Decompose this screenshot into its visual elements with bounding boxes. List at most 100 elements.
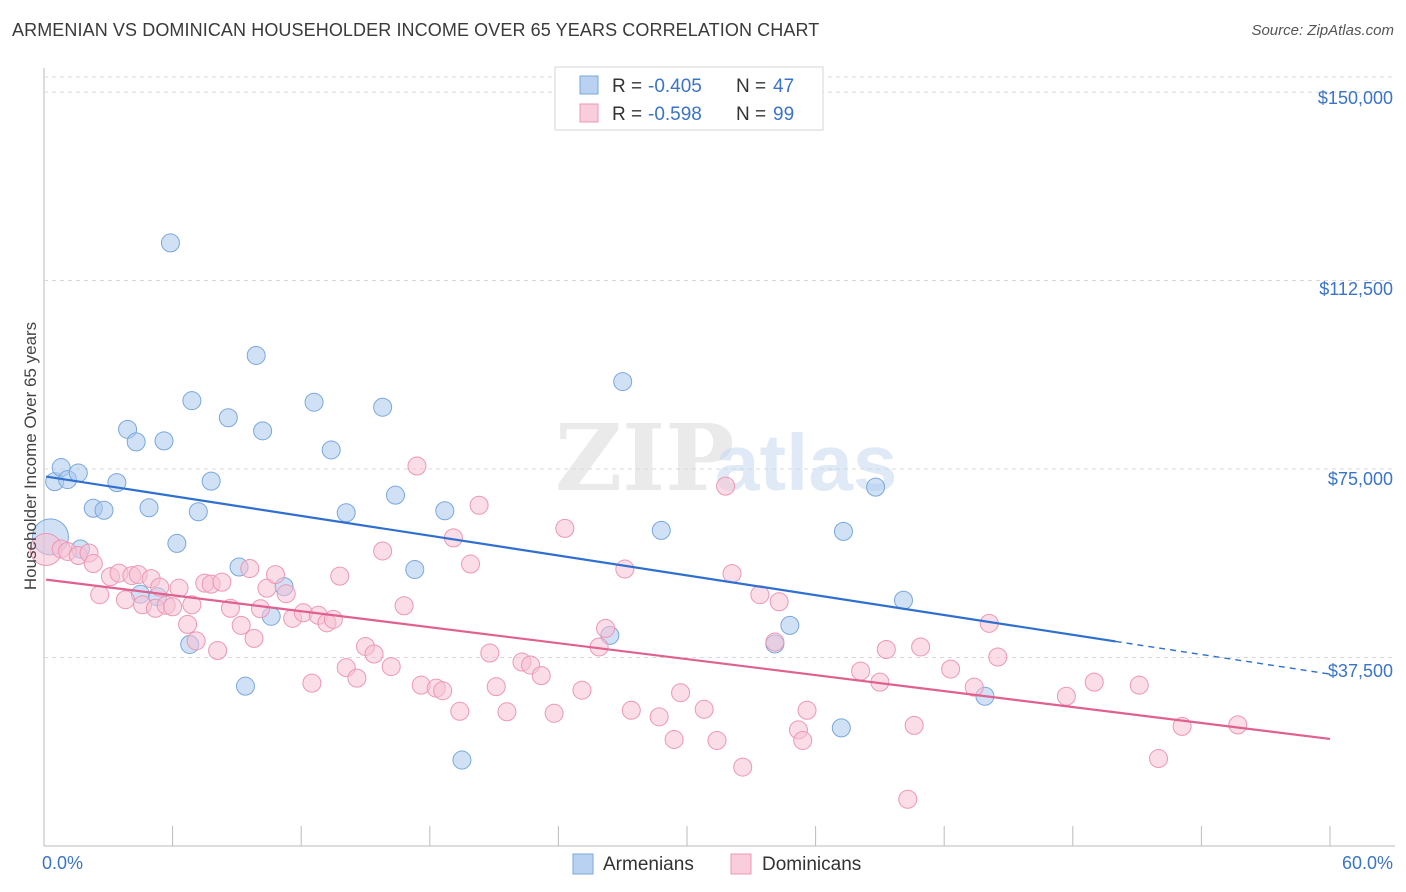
x-tick-label-min: 0.0%	[42, 853, 83, 873]
armenians-n-value: 47	[773, 76, 794, 97]
armenians-point	[235, 676, 255, 696]
dominicans-point	[694, 699, 714, 719]
dominicans-point	[186, 631, 206, 651]
armenians-trend-extension	[1115, 640, 1331, 675]
dominicans-point	[394, 596, 414, 616]
dominicans-point	[497, 702, 517, 722]
armenians-point	[154, 431, 174, 451]
source-label: Source: ZipAtlas.com	[1251, 22, 1394, 39]
dominicans-point	[941, 659, 961, 679]
dominicans-point	[347, 668, 367, 688]
dominicans-point	[664, 729, 684, 749]
armenians-point	[435, 501, 455, 521]
armenians-point	[167, 533, 187, 553]
y-tick-label: $37,500	[1328, 661, 1393, 681]
armenians-point	[160, 233, 180, 253]
dominicans-point	[364, 644, 384, 664]
legend-dominicans-label: Dominicans	[762, 854, 861, 875]
dominicans-point	[904, 715, 924, 735]
dominicans-point	[182, 595, 202, 615]
dominicans-point	[302, 673, 322, 693]
dominicans-point	[851, 661, 871, 681]
armenians-point	[139, 498, 159, 518]
armenians-point	[201, 471, 221, 491]
dominicans-point	[797, 700, 817, 720]
dominicans-point	[716, 476, 736, 496]
dominicans-point	[615, 559, 635, 579]
armenians-point	[405, 560, 425, 580]
dominicans-point	[555, 518, 575, 538]
armenians-point	[218, 408, 238, 428]
armenians-point	[831, 718, 851, 738]
dominicans-point	[208, 640, 228, 660]
armenians-r-label: R =	[612, 76, 642, 97]
dominicans-point	[212, 572, 232, 592]
y-axis-label: Householder Income Over 65 years	[21, 322, 40, 590]
dominicans-point	[163, 597, 183, 617]
dominicans-point	[621, 700, 641, 720]
y-tick-label: $150,000	[1318, 88, 1393, 108]
dominicans-point	[572, 680, 592, 700]
armenians-point	[253, 421, 273, 441]
dominicans-point	[231, 615, 251, 635]
legend-dominicans-swatch	[730, 853, 752, 875]
armenians-r-value: -0.405	[648, 76, 702, 97]
dominicans-point	[1228, 715, 1248, 735]
dominicans-point	[381, 657, 401, 677]
armenians-point	[321, 440, 341, 460]
armenians-point	[94, 500, 114, 520]
dominicans-point	[450, 701, 470, 721]
dominicans-point	[250, 599, 270, 619]
dominicans-r-value: -0.598	[648, 104, 702, 125]
dominicans-point	[240, 559, 260, 579]
dominicans-point	[876, 639, 896, 659]
dominicans-point	[1129, 675, 1149, 695]
dominicans-point	[1084, 672, 1104, 692]
armenians-point	[188, 502, 208, 522]
dominicans-point	[373, 541, 393, 561]
dominicans-point	[733, 757, 753, 777]
dominicans-point	[83, 554, 103, 574]
armenians-point	[304, 392, 324, 412]
dominicans-point	[649, 707, 669, 727]
dominicans-r-label: R =	[612, 104, 642, 125]
armenians-point	[246, 345, 266, 365]
legend-armenians-swatch	[572, 853, 594, 875]
dominicans-point	[769, 592, 789, 612]
stats-legend: R = -0.405 N = 47 R = -0.598 N = 99	[554, 66, 824, 131]
dominicans-point	[461, 554, 481, 574]
x-ticks	[43, 826, 1331, 846]
dominicans-point	[707, 730, 727, 750]
dominicans-n-label: N =	[736, 104, 766, 125]
dominicans-point	[486, 677, 506, 697]
dominicans-point	[596, 618, 616, 638]
armenians-trend-line	[45, 475, 1116, 643]
dominicans-point	[793, 730, 813, 750]
dominicans-trend-line	[46, 578, 1331, 741]
armenians-point	[182, 391, 202, 411]
x-tick-label-max: 60.0%	[1342, 853, 1393, 873]
armenians-swatch	[579, 75, 599, 95]
armenians-point	[613, 372, 633, 392]
trend-lines	[45, 475, 1331, 741]
dominicans-point	[323, 609, 343, 629]
dominicans-point	[964, 677, 984, 697]
armenians-point	[386, 485, 406, 505]
dominicans-n-value: 99	[773, 104, 794, 125]
series-legend: Armenians Dominicans	[572, 853, 861, 875]
armenians-point	[893, 590, 913, 610]
watermark-atlas: atlas	[715, 418, 897, 507]
armenians-n-label: N =	[736, 76, 766, 97]
armenians-point	[833, 521, 853, 541]
dominicans-point	[90, 585, 110, 605]
dominicans-point	[407, 456, 427, 476]
dominicans-point	[671, 683, 691, 703]
dominicans-point	[469, 495, 489, 515]
dominicans-point	[531, 666, 551, 686]
watermark-zip: ZIP	[555, 404, 734, 512]
dominicans-point	[150, 577, 170, 597]
dominicans-point	[765, 632, 785, 652]
dominicans-point	[988, 647, 1008, 667]
dominicans-point	[178, 614, 198, 634]
